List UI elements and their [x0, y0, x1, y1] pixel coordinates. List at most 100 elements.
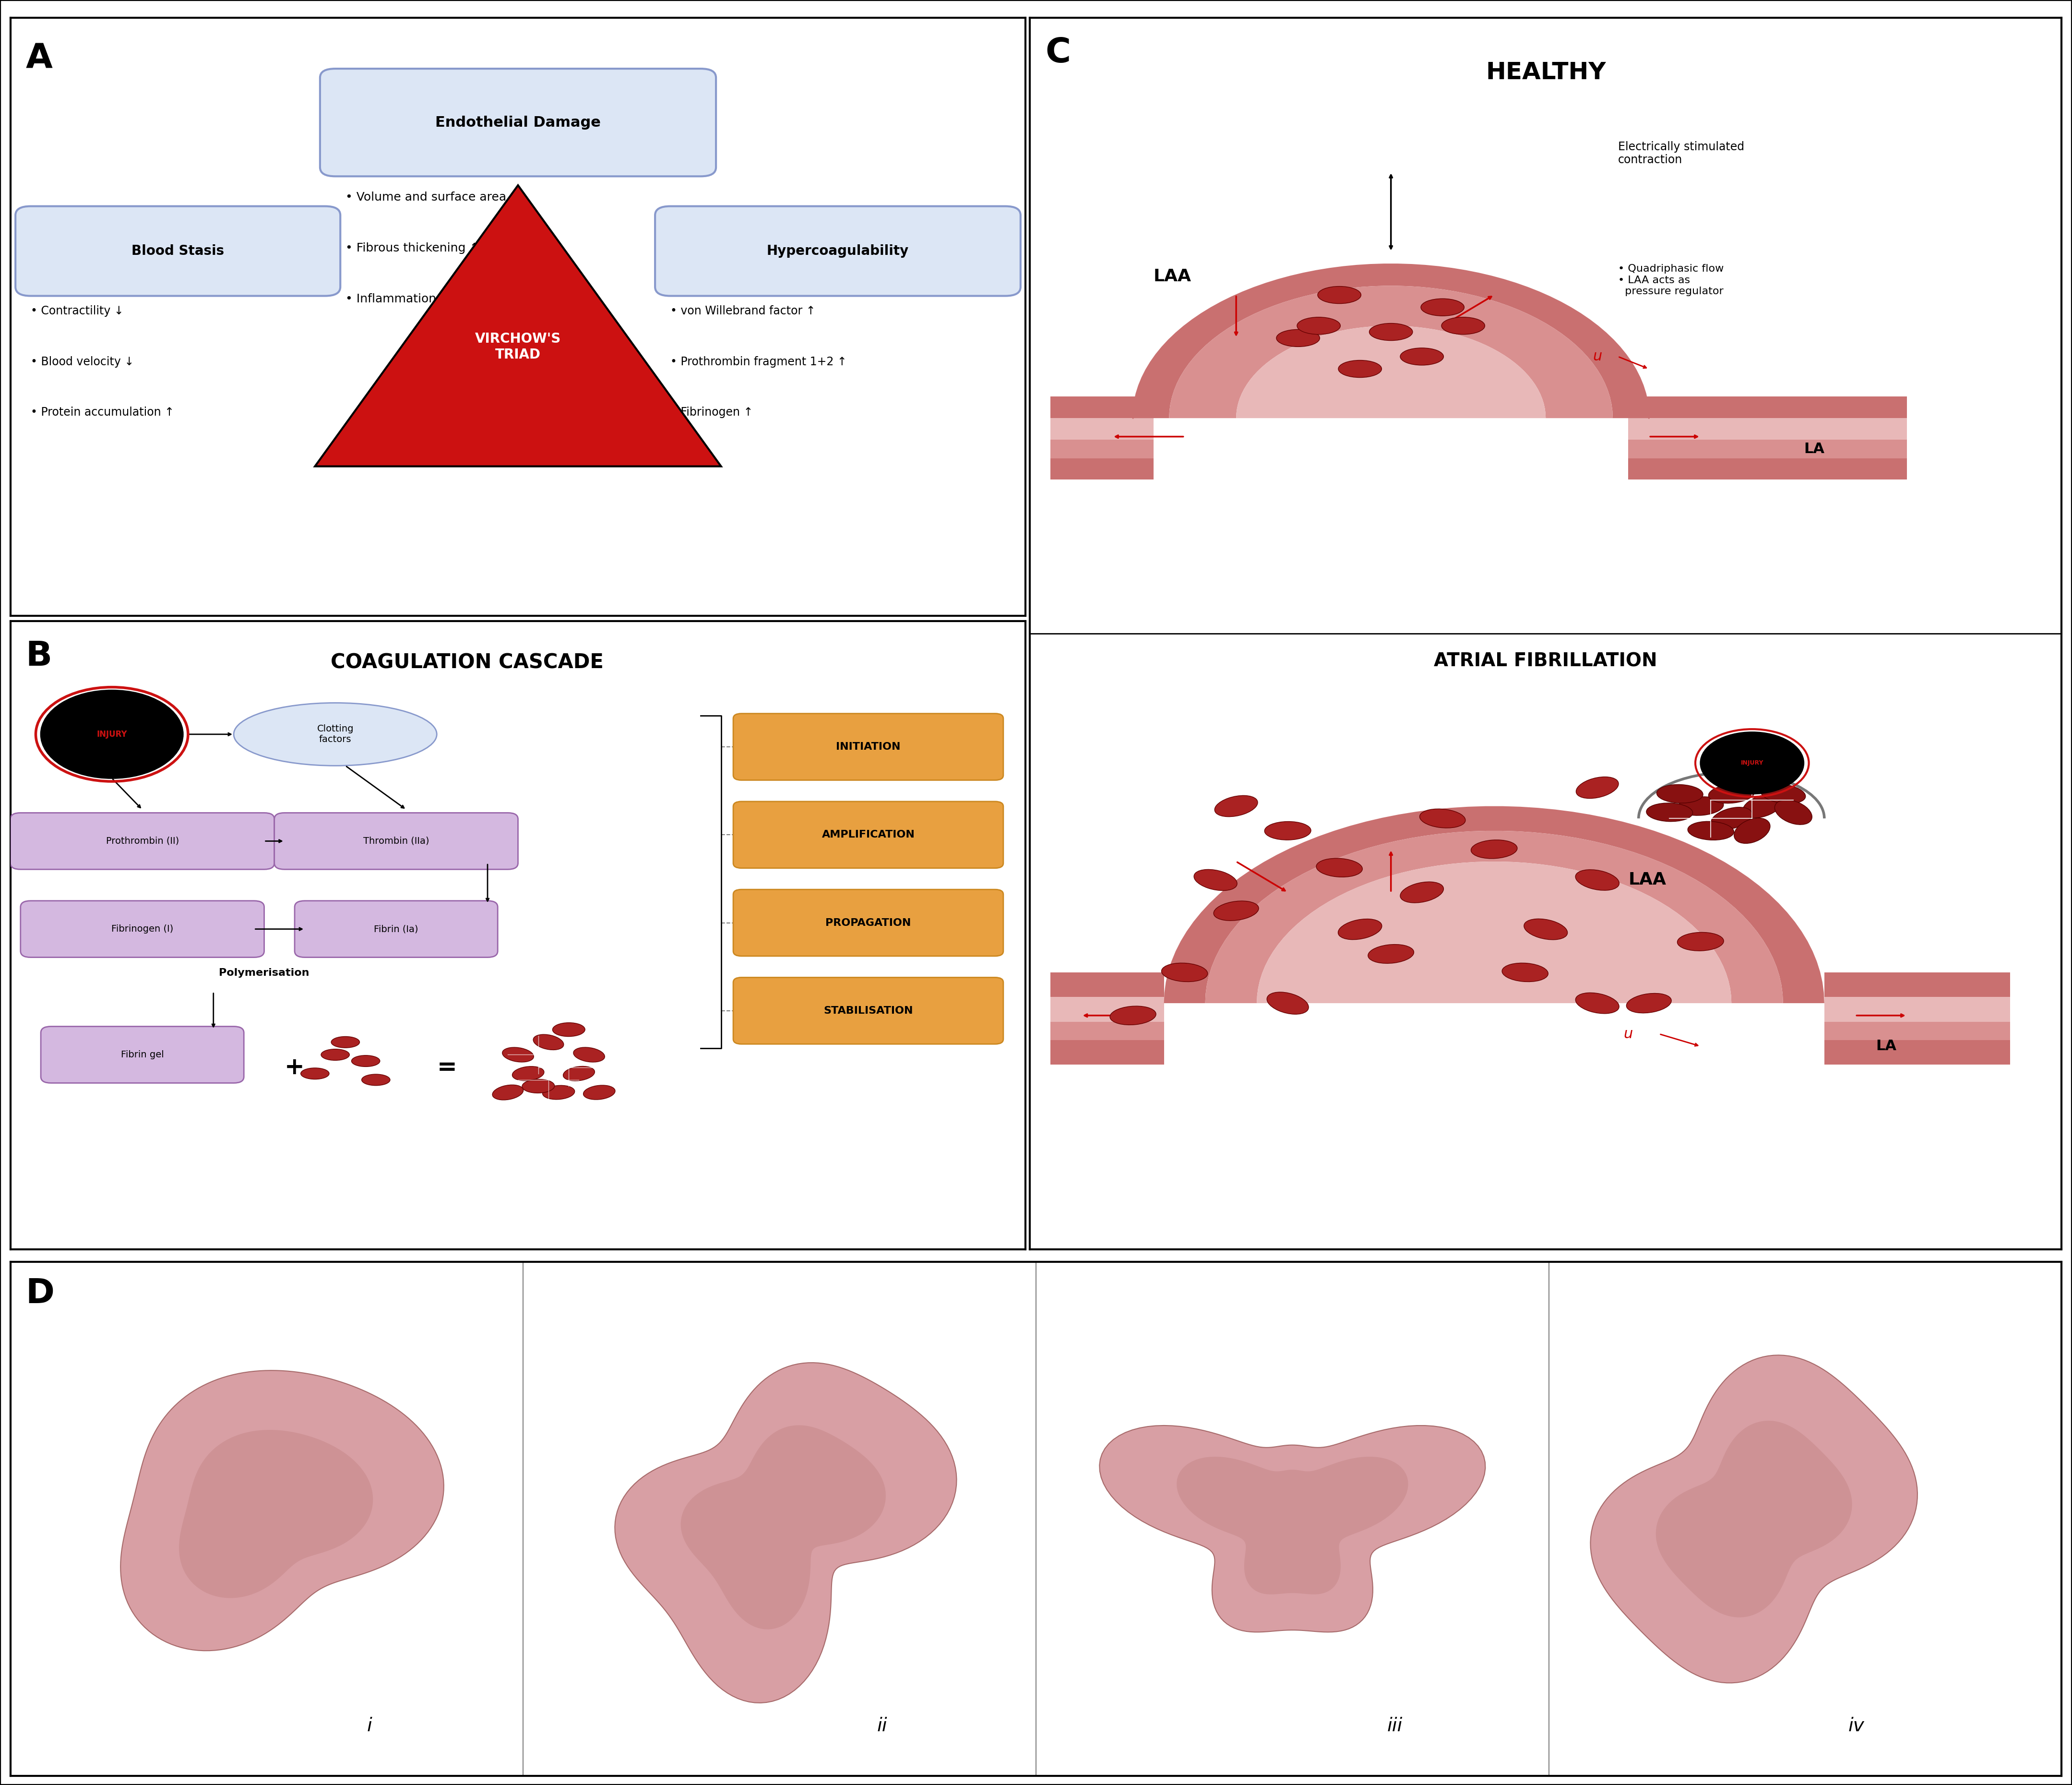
Bar [1051, 418, 1154, 459]
Text: HEALTHY: HEALTHY [1486, 61, 1606, 84]
Ellipse shape [1214, 900, 1258, 921]
Ellipse shape [321, 1050, 350, 1060]
Polygon shape [120, 1371, 443, 1651]
Text: C: C [1044, 36, 1071, 70]
Text: Endothelial Damage: Endothelial Damage [435, 116, 601, 130]
Polygon shape [1206, 830, 1784, 1003]
Bar [1823, 998, 2010, 1021]
Text: Blood Stasis: Blood Stasis [131, 245, 224, 257]
Ellipse shape [564, 1066, 595, 1082]
Ellipse shape [1575, 778, 1620, 798]
Bar [1629, 418, 1906, 459]
Circle shape [1701, 732, 1803, 794]
Circle shape [41, 691, 182, 778]
Polygon shape [682, 1424, 887, 1630]
Text: A: A [25, 41, 52, 75]
Text: LA: LA [1875, 1039, 1896, 1053]
Text: • Prothrombin fragment 1+2 ↑: • Prothrombin fragment 1+2 ↑ [669, 355, 847, 368]
Ellipse shape [543, 1085, 574, 1100]
Ellipse shape [1401, 348, 1444, 366]
Polygon shape [1591, 1355, 1917, 1683]
Ellipse shape [234, 703, 437, 766]
Ellipse shape [1266, 992, 1310, 1014]
Ellipse shape [1682, 794, 1720, 818]
FancyBboxPatch shape [655, 207, 1021, 296]
Ellipse shape [1502, 962, 1548, 982]
Ellipse shape [1370, 323, 1413, 341]
Text: INITIATION: INITIATION [835, 743, 901, 751]
Polygon shape [1169, 286, 1612, 418]
Text: ATRIAL FIBRILLATION: ATRIAL FIBRILLATION [1434, 652, 1658, 671]
FancyBboxPatch shape [733, 889, 1003, 957]
Text: INJURY: INJURY [1740, 760, 1763, 766]
Ellipse shape [1193, 871, 1239, 889]
Text: D: D [25, 1278, 54, 1310]
Ellipse shape [1297, 318, 1341, 334]
Text: INJURY: INJURY [97, 730, 126, 739]
Text: LAA: LAA [1154, 268, 1191, 284]
Ellipse shape [574, 1048, 605, 1062]
Bar [1823, 973, 2010, 1064]
Ellipse shape [1318, 286, 1361, 303]
Ellipse shape [1421, 298, 1465, 316]
Ellipse shape [491, 1085, 524, 1100]
Text: Thrombin (IIa): Thrombin (IIa) [363, 837, 429, 846]
Bar [1823, 998, 2010, 1041]
Polygon shape [1177, 1457, 1409, 1594]
Ellipse shape [512, 1067, 545, 1080]
Text: • von Willebrand factor ↑: • von Willebrand factor ↑ [669, 305, 816, 316]
Ellipse shape [1761, 784, 1805, 803]
FancyBboxPatch shape [733, 978, 1003, 1044]
Text: VIRCHOW'S
TRIAD: VIRCHOW'S TRIAD [474, 332, 562, 361]
Bar [1051, 998, 1164, 1021]
Ellipse shape [1525, 917, 1566, 941]
Text: u: u [1593, 350, 1602, 364]
Ellipse shape [522, 1078, 553, 1094]
Text: Fibrinogen (I): Fibrinogen (I) [112, 925, 174, 934]
Polygon shape [178, 1430, 373, 1598]
Text: Prothrombin (II): Prothrombin (II) [106, 837, 178, 846]
FancyBboxPatch shape [41, 1026, 244, 1083]
Text: • Fibrinogen ↑: • Fibrinogen ↑ [669, 407, 752, 418]
Ellipse shape [1660, 782, 1701, 805]
Text: COAGULATION CASCADE: COAGULATION CASCADE [332, 653, 603, 673]
Text: iii: iii [1388, 1717, 1403, 1735]
Polygon shape [1133, 264, 1649, 418]
Text: =: = [437, 1055, 458, 1078]
FancyBboxPatch shape [274, 812, 518, 869]
FancyBboxPatch shape [294, 901, 497, 957]
Ellipse shape [533, 1035, 564, 1050]
Polygon shape [1164, 807, 1823, 1003]
Text: B: B [25, 641, 52, 673]
FancyBboxPatch shape [21, 901, 265, 957]
Ellipse shape [1276, 330, 1320, 346]
Ellipse shape [1316, 859, 1361, 878]
Text: LA: LA [1803, 443, 1823, 455]
Polygon shape [1100, 1426, 1486, 1631]
Bar [1629, 396, 1906, 480]
Text: Fibrin gel: Fibrin gel [120, 1050, 164, 1059]
Ellipse shape [1471, 839, 1517, 859]
Ellipse shape [1368, 944, 1413, 964]
Ellipse shape [332, 1037, 361, 1048]
Ellipse shape [1678, 932, 1724, 951]
Ellipse shape [1419, 809, 1465, 828]
Ellipse shape [1111, 1005, 1154, 1026]
Polygon shape [1237, 327, 1546, 418]
Ellipse shape [1738, 796, 1786, 816]
Text: • Blood velocity ↓: • Blood velocity ↓ [31, 355, 135, 368]
Ellipse shape [1651, 800, 1689, 825]
Text: AMPLIFICATION: AMPLIFICATION [823, 830, 914, 839]
Text: Clotting
factors: Clotting factors [317, 725, 354, 744]
Ellipse shape [1264, 821, 1312, 841]
Polygon shape [615, 1362, 957, 1703]
Ellipse shape [1162, 962, 1208, 982]
Ellipse shape [1399, 884, 1444, 901]
Text: • Quadriphasic flow
• LAA acts as
  pressure regulator: • Quadriphasic flow • LAA acts as pressu… [1618, 264, 1724, 296]
Bar [1051, 998, 1164, 1041]
Text: • Protein accumulation ↑: • Protein accumulation ↑ [31, 407, 174, 418]
Ellipse shape [1212, 796, 1260, 816]
Ellipse shape [1336, 919, 1384, 939]
Ellipse shape [1774, 801, 1813, 825]
Polygon shape [1258, 862, 1732, 1003]
